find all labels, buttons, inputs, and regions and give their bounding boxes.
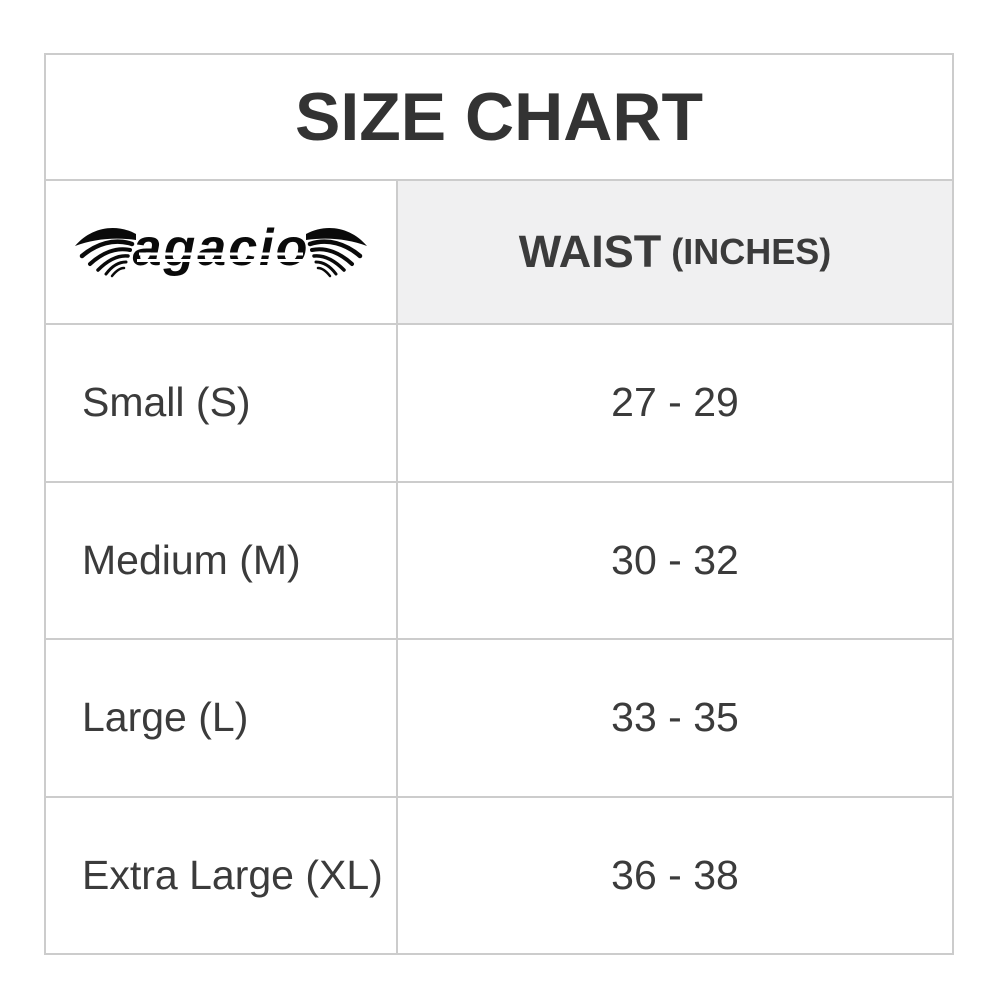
waist-cell: 30 - 32 bbox=[398, 483, 952, 639]
table-row-small: Small (S) 27 - 29 bbox=[46, 323, 952, 481]
waist-value: 27 - 29 bbox=[611, 379, 739, 426]
size-cell: Small (S) bbox=[46, 325, 398, 481]
table-row-large: Large (L) 33 - 35 bbox=[46, 638, 952, 796]
table-row-medium: Medium (M) 30 - 32 bbox=[46, 480, 952, 639]
size-label: Large (L) bbox=[82, 694, 249, 741]
table-header-row: agacio WAIST (INCHES) bbox=[46, 179, 952, 323]
page-title: SIZE CHART bbox=[295, 79, 703, 155]
size-label: Extra Large (XL) bbox=[82, 851, 383, 898]
waist-value: 30 - 32 bbox=[611, 536, 739, 583]
waist-cell: 27 - 29 bbox=[398, 325, 952, 481]
waist-header-cell: WAIST (INCHES) bbox=[398, 181, 952, 323]
size-chart-table: SIZE CHART bbox=[44, 53, 954, 955]
size-cell: Extra Large (XL) bbox=[46, 797, 398, 953]
title-row: SIZE CHART bbox=[46, 55, 952, 179]
waist-cell: 33 - 35 bbox=[398, 640, 952, 796]
agacio-wing-logo-icon: agacio bbox=[75, 219, 367, 285]
waist-header-unit: (INCHES) bbox=[671, 231, 832, 272]
size-cell: Medium (M) bbox=[46, 482, 398, 638]
waist-value: 33 - 35 bbox=[611, 694, 739, 741]
size-label: Small (S) bbox=[82, 379, 251, 426]
brand-logo-cell: agacio bbox=[46, 181, 398, 323]
brand-logo-text: agacio bbox=[133, 219, 310, 277]
size-label: Medium (M) bbox=[82, 536, 301, 583]
waist-value: 36 - 38 bbox=[611, 851, 739, 898]
table-row-extra-large: Extra Large (XL) 36 - 38 bbox=[46, 795, 952, 954]
waist-cell: 36 - 38 bbox=[398, 798, 952, 954]
size-cell: Large (L) bbox=[46, 640, 398, 796]
waist-header-label: WAIST bbox=[518, 226, 662, 277]
